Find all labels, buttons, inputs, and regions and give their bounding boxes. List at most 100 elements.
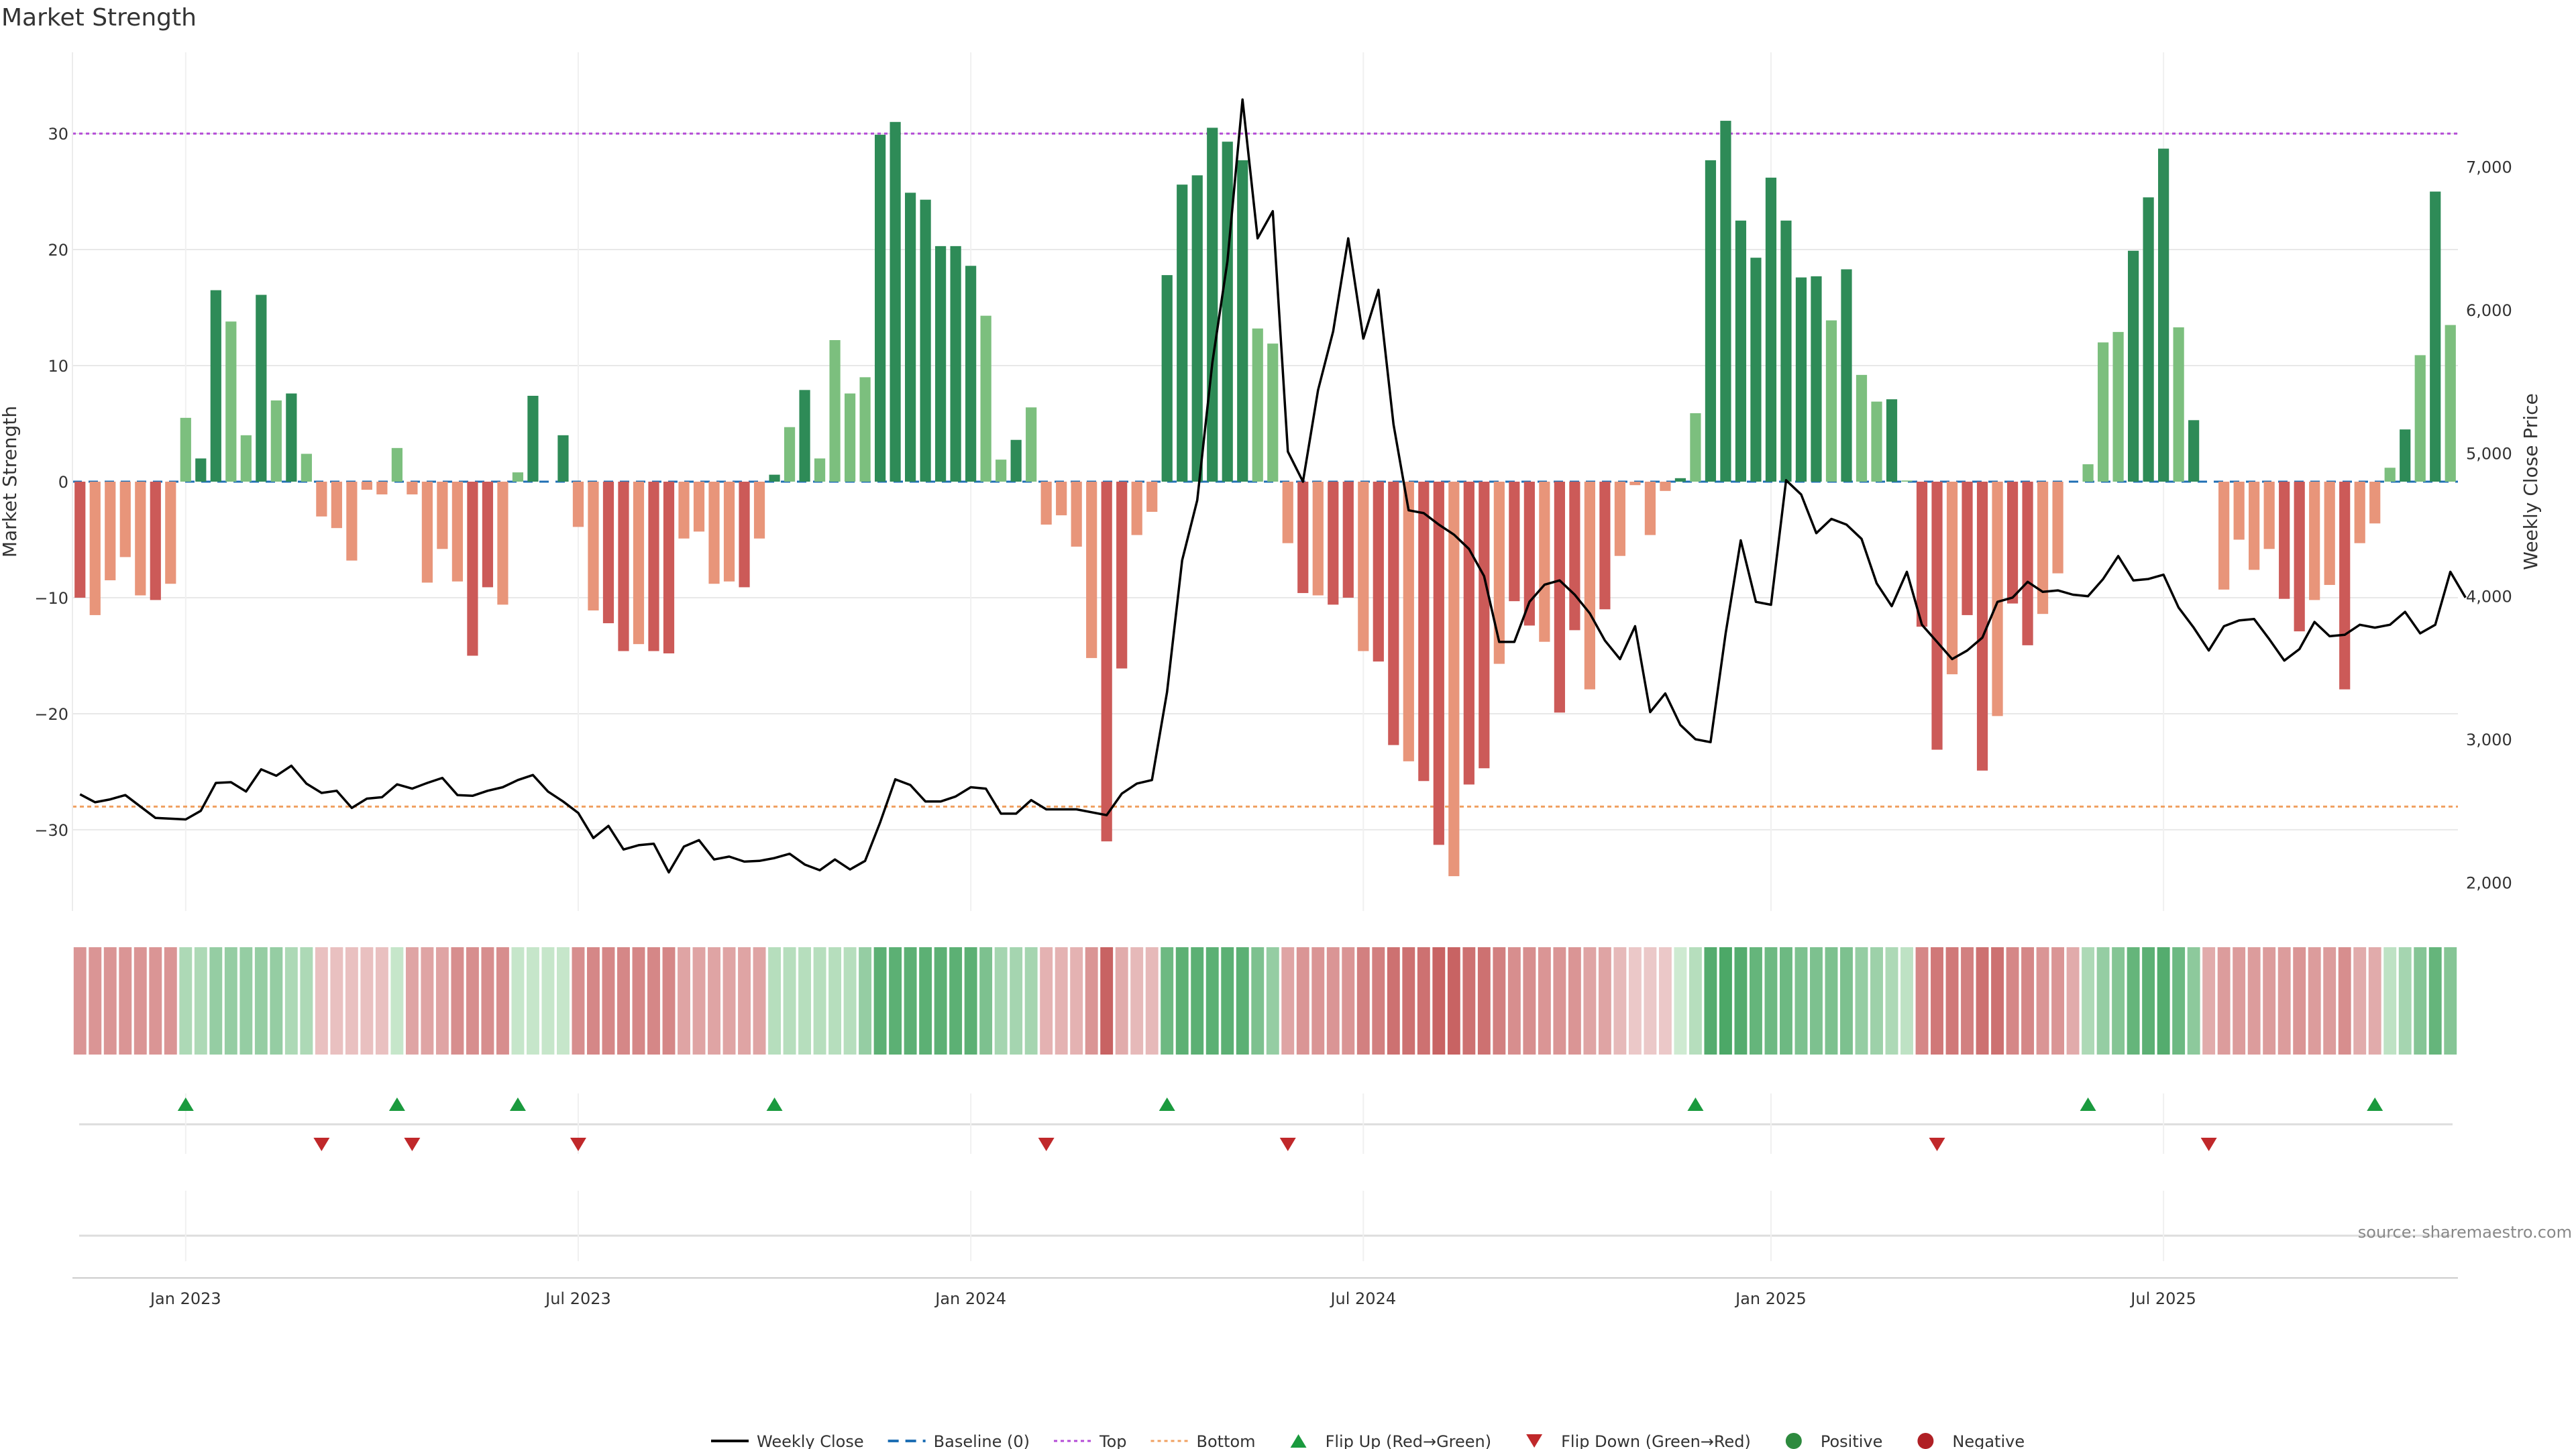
right-tick-label: 7,000 xyxy=(2466,158,2512,177)
negative-bar xyxy=(1312,482,1324,596)
negative-bar xyxy=(753,482,765,539)
positive-bar xyxy=(1811,276,1822,482)
positive-bar xyxy=(2112,331,2124,482)
strip-cell xyxy=(300,947,313,1055)
strip-cell xyxy=(2383,947,2397,1055)
negative-bar xyxy=(1056,482,1067,516)
positive-bar xyxy=(2173,327,2184,482)
negative-bar xyxy=(1644,482,1656,535)
positive-bar xyxy=(1750,258,1762,482)
negative-bar xyxy=(2233,482,2245,540)
strip-cell xyxy=(1205,947,1219,1055)
flip-down-marker xyxy=(570,1138,586,1151)
strip-cell xyxy=(1221,947,1234,1055)
strip-cell xyxy=(2293,947,2306,1055)
positive-bar xyxy=(1690,413,1701,482)
strip-cell xyxy=(119,947,132,1055)
positive-bar xyxy=(1177,184,1188,482)
strip-cell xyxy=(753,947,766,1055)
strip-cell xyxy=(2414,947,2427,1055)
strip-cell xyxy=(2006,947,2019,1055)
strip-cell xyxy=(1085,947,1098,1055)
strip-cell xyxy=(89,947,102,1055)
strip-cell xyxy=(1010,947,1023,1055)
strip-cell xyxy=(768,947,781,1055)
negative-bar xyxy=(602,482,614,624)
negative-bar xyxy=(1342,482,1354,598)
positive-bar xyxy=(2384,468,2396,482)
negative-bar xyxy=(1493,482,1505,664)
strip-cell xyxy=(1356,947,1370,1055)
legend-swatch-triangle-down xyxy=(1526,1434,1543,1448)
negative-bar xyxy=(119,482,131,557)
strip-cell xyxy=(526,947,539,1055)
positive-bar xyxy=(1010,439,1022,482)
strip-cell xyxy=(1402,947,1415,1055)
strip-cell xyxy=(904,947,917,1055)
positive-bar xyxy=(1856,374,1868,482)
negative-bar xyxy=(437,482,448,549)
flip-down-marker xyxy=(1279,1138,1296,1151)
strip-cell xyxy=(2247,947,2261,1055)
strip-cell xyxy=(1719,947,1732,1055)
strip-cell xyxy=(2277,947,2291,1055)
negative-bar xyxy=(1931,482,1943,750)
strength-color-strip xyxy=(73,947,2457,1055)
strip-cell xyxy=(1855,947,1868,1055)
strip-cell xyxy=(1296,947,1309,1055)
strip-cell xyxy=(284,947,298,1055)
strip-cell xyxy=(1931,947,1943,1055)
strip-cell xyxy=(1900,947,1913,1055)
negative-bar xyxy=(376,482,388,495)
negative-bar xyxy=(739,482,750,588)
strip-cell xyxy=(1523,947,1536,1055)
strip-cell xyxy=(451,947,464,1055)
positive-bar xyxy=(391,447,402,482)
strip-cell xyxy=(1236,947,1249,1055)
positive-bar xyxy=(1765,177,1777,482)
strip-cell xyxy=(587,947,600,1055)
positive-bar xyxy=(225,321,237,482)
strip-cell xyxy=(2142,947,2155,1055)
negative-bar xyxy=(663,482,675,653)
strip-cell xyxy=(164,947,177,1055)
positive-bar xyxy=(904,193,916,482)
positive-bar xyxy=(2097,342,2109,482)
x-axis: Jan 2023 Jul 2023 Jan 2024 Jul 2024 Jan 2025… xyxy=(72,1277,2458,1308)
negative-bar xyxy=(2218,482,2230,590)
negative-bar xyxy=(2279,482,2290,599)
strip-cell xyxy=(692,947,706,1055)
left-tick-label: 0 xyxy=(58,473,68,492)
positive-bar xyxy=(2143,197,2154,482)
strip-cell xyxy=(345,947,358,1055)
positive-bar xyxy=(1720,121,1731,482)
source-note: source: sharemaestro.com xyxy=(2358,1223,2572,1242)
negative-bar xyxy=(421,482,433,583)
left-axis-label: Market Strength xyxy=(0,406,21,557)
left-tick-label: −20 xyxy=(34,705,68,724)
strip-cell xyxy=(1507,947,1521,1055)
negative-bar xyxy=(1916,482,1928,627)
legend-item-label: Negative xyxy=(1952,1432,2025,1449)
positive-bar xyxy=(1222,142,1233,482)
negative-bar xyxy=(150,482,161,600)
negative-bar xyxy=(1433,482,1444,845)
right-axis-ticks: 2,000 3,000 4,000 5,000 6,000 7,000 xyxy=(2466,158,2512,893)
positive-bar xyxy=(784,427,796,482)
strip-cell xyxy=(798,947,812,1055)
positive-bar xyxy=(1841,269,1852,482)
strip-cell xyxy=(1040,947,1053,1055)
left-tick-label: 20 xyxy=(48,241,68,260)
strip-cell xyxy=(1658,947,1672,1055)
flip-down-marker xyxy=(1038,1138,1055,1151)
strip-cell xyxy=(1432,947,1446,1055)
strip-cell xyxy=(572,947,585,1055)
x-tick-label: Jan 2025 xyxy=(1734,1289,1807,1308)
flip-up-marker xyxy=(2080,1097,2096,1111)
strip-cell xyxy=(103,947,117,1055)
positive-bar xyxy=(950,246,961,482)
negative-bar xyxy=(1086,482,1097,658)
strip-cell xyxy=(2051,947,2065,1055)
flip-up-marker xyxy=(1687,1097,1704,1111)
negative-bar xyxy=(1479,482,1490,769)
